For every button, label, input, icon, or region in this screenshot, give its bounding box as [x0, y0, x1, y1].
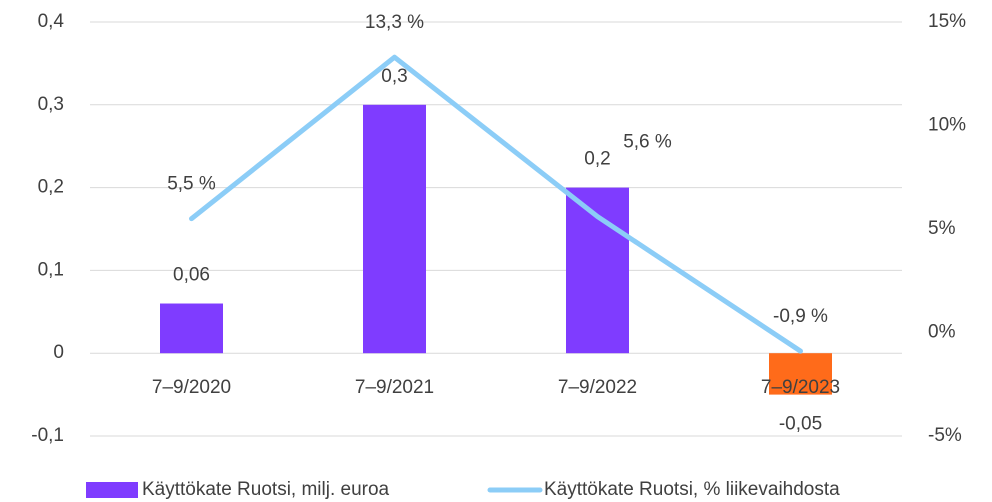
x-tick-label: 7–9/2021: [355, 377, 434, 398]
y2-tick-label: 0%: [928, 322, 956, 343]
legend-label: Käyttökate Ruotsi, % liikevaihdosta: [544, 479, 840, 500]
x-tick-label: 7–9/2022: [558, 377, 637, 398]
y-tick-label: 0,1: [38, 259, 64, 280]
bar-value-label: -0,05: [779, 414, 822, 435]
y-tick-label: 0,3: [38, 94, 64, 115]
bar-value-label: 0,06: [173, 265, 210, 286]
line-value-label: 13,3 %: [365, 12, 424, 33]
x-tick-label: 7–9/2023: [761, 377, 840, 398]
y-tick-label: 0: [53, 342, 64, 363]
y2-tick-label: 15%: [928, 11, 966, 32]
y2-tick-label: -5%: [928, 425, 962, 446]
line-value-label: 5,6 %: [623, 132, 672, 153]
legend-swatch: [86, 482, 138, 498]
bar-value-label: 0,2: [584, 149, 610, 170]
bar: [160, 303, 223, 354]
legend-label: Käyttökate Ruotsi, milj. euroa: [142, 479, 390, 500]
y-tick-label: -0,1: [31, 425, 64, 446]
y-tick-label: 0,2: [38, 177, 64, 198]
y-tick-label: 0,4: [38, 11, 65, 32]
y2-tick-label: 10%: [928, 115, 966, 136]
bar: [769, 353, 832, 395]
line-value-label: -0,9 %: [773, 306, 828, 327]
bar: [566, 187, 629, 354]
bar: [363, 104, 426, 354]
line-value-label: 5,5 %: [167, 174, 216, 195]
line: [189, 54, 803, 354]
x-tick-label: 7–9/2020: [152, 377, 231, 398]
y2-tick-label: 5%: [928, 218, 956, 239]
bar-value-label: 0,3: [381, 66, 407, 87]
